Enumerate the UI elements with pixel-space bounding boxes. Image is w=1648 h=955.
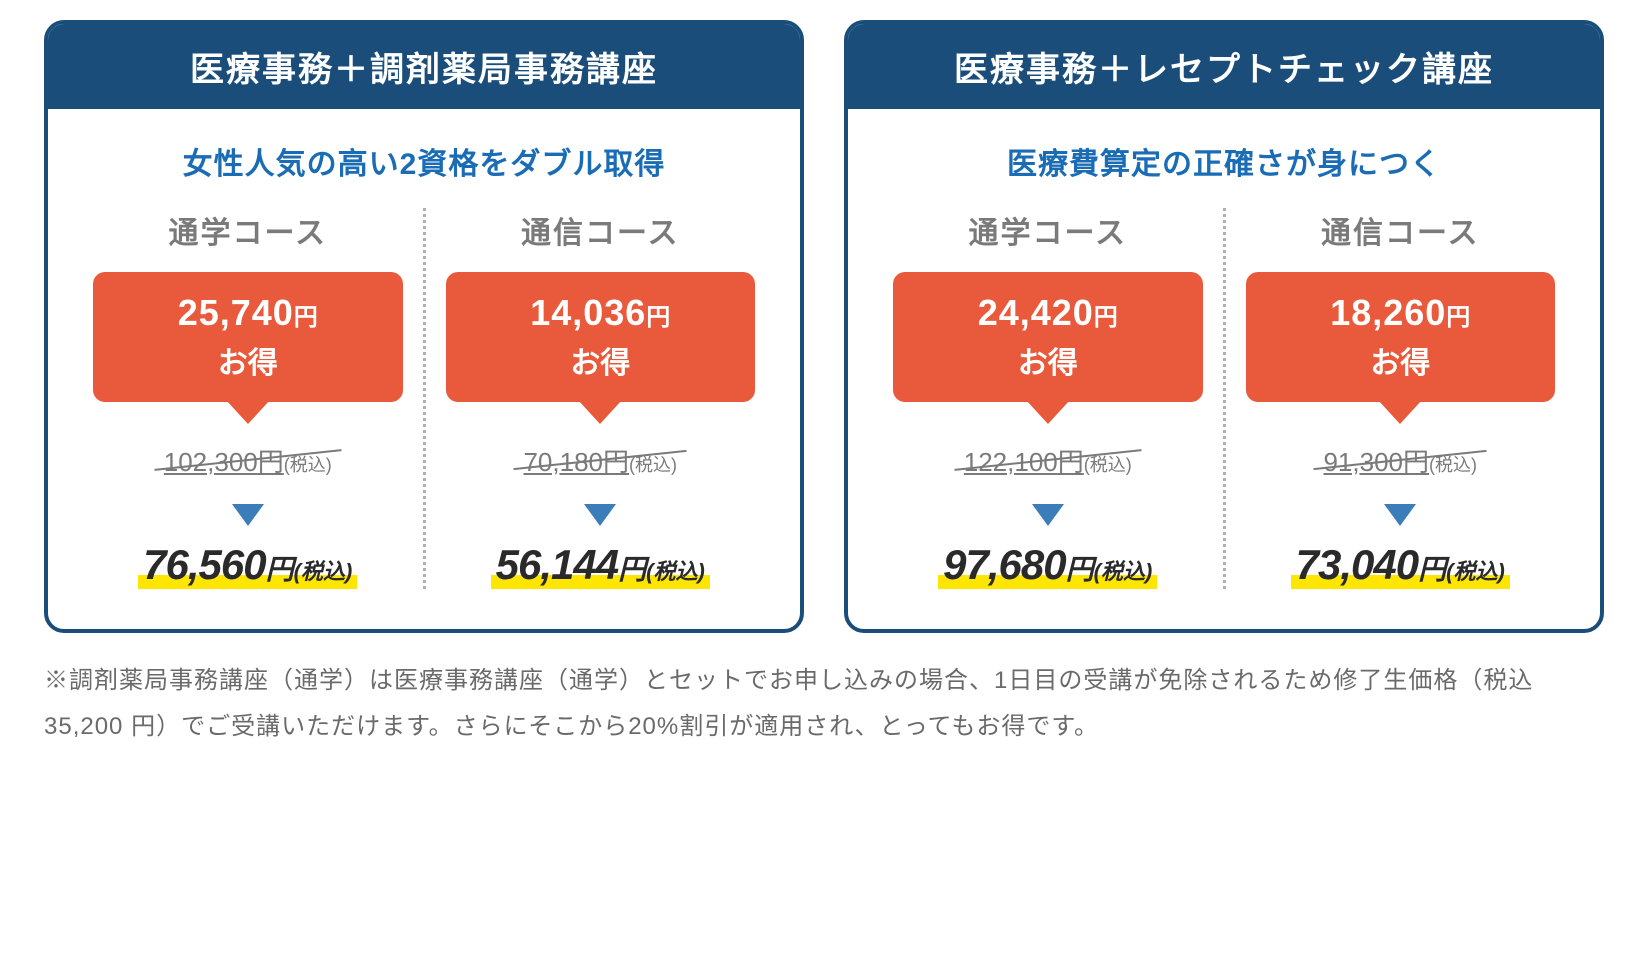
arrow-down-icon <box>584 504 616 526</box>
course-correspondence: 通信コース 14,036円 お得 70,180円(税込) 56,144円(税込) <box>431 208 771 589</box>
new-price-value: 97,680 <box>943 541 1065 588</box>
discount-yen: 円 <box>1094 304 1118 331</box>
old-price-value: 102,300 <box>164 447 258 477</box>
new-price-tax: (税込) <box>1094 559 1153 584</box>
discount-badge: 14,036円 お得 <box>446 272 756 402</box>
discount-otoku: お得 <box>1256 338 1546 382</box>
new-price-yen: 円 <box>618 554 646 585</box>
old-price: 122,100円(税込) <box>964 442 1132 479</box>
course-label: 通学コース <box>893 208 1203 252</box>
pricing-card-pharmacy: 医療事務＋調剤薬局事務講座 女性人気の高い2資格をダブル取得 通学コース 25,… <box>44 20 804 633</box>
new-price-yen: 円 <box>1066 554 1094 585</box>
courses-row: 通学コース 25,740円 お得 102,300円(税込) 76,560円(税込… <box>78 208 770 589</box>
card-subtitle: 女性人気の高い2資格をダブル取得 <box>78 139 770 183</box>
arrow-down-icon <box>1384 504 1416 526</box>
old-price-value: 70,180 <box>523 447 603 477</box>
old-price: 70,180円(税込) <box>523 442 677 479</box>
discount-badge: 24,420円 お得 <box>893 272 1203 402</box>
discount-yen: 円 <box>294 304 318 331</box>
old-price-yen: 円 <box>1403 447 1429 477</box>
discount-badge: 25,740円 お得 <box>93 272 403 402</box>
new-price-value: 76,560 <box>143 541 265 588</box>
discount-yen: 円 <box>646 304 670 331</box>
card-header: 医療事務＋調剤薬局事務講座 <box>48 24 800 109</box>
card-subtitle: 医療費算定の正確さが身につく <box>878 139 1570 183</box>
old-price-yen: 円 <box>258 447 284 477</box>
card-body: 医療費算定の正確さが身につく 通学コース 24,420円 お得 122,100円… <box>848 109 1600 629</box>
new-price: 73,040円(税込) <box>1296 541 1505 589</box>
footnote-text: ※調剤薬局事務講座（通学）は医療事務講座（通学）とセットでお申し込みの場合、1日… <box>44 658 1604 749</box>
old-price: 102,300円(税込) <box>164 442 332 479</box>
old-price-value: 122,100 <box>964 447 1058 477</box>
arrow-down-icon <box>232 504 264 526</box>
card-body: 女性人気の高い2資格をダブル取得 通学コース 25,740円 お得 102,30… <box>48 109 800 629</box>
course-label: 通信コース <box>446 208 756 252</box>
course-correspondence: 通信コース 18,260円 お得 91,300円(税込) 73,040円(税込) <box>1231 208 1571 589</box>
arrow-down-icon <box>1032 504 1064 526</box>
discount-otoku: お得 <box>456 338 746 382</box>
discount-badge: 18,260円 お得 <box>1246 272 1556 402</box>
card-header: 医療事務＋レセプトチェック講座 <box>848 24 1600 109</box>
pricing-container: 医療事務＋調剤薬局事務講座 女性人気の高い2資格をダブル取得 通学コース 25,… <box>24 20 1624 633</box>
new-price-yen: 円 <box>1418 554 1446 585</box>
old-price-yen: 円 <box>603 447 629 477</box>
new-price-tax: (税込) <box>646 559 705 584</box>
discount-otoku: お得 <box>903 338 1193 382</box>
new-price-yen: 円 <box>266 554 294 585</box>
discount-amount: 25,740 <box>178 292 294 333</box>
new-price: 76,560円(税込) <box>143 541 352 589</box>
old-price-yen: 円 <box>1058 447 1084 477</box>
new-price-value: 73,040 <box>1296 541 1418 588</box>
course-divider <box>423 208 426 589</box>
course-divider <box>1223 208 1226 589</box>
course-label: 通学コース <box>93 208 403 252</box>
old-price-value: 91,300 <box>1323 447 1403 477</box>
discount-yen: 円 <box>1446 304 1470 331</box>
new-price: 97,680円(税込) <box>943 541 1152 589</box>
old-price-tax: (税込) <box>629 455 677 475</box>
old-price-tax: (税込) <box>1084 455 1132 475</box>
course-label: 通信コース <box>1246 208 1556 252</box>
discount-otoku: お得 <box>103 338 393 382</box>
course-classroom: 通学コース 25,740円 お得 102,300円(税込) 76,560円(税込… <box>78 208 418 589</box>
old-price: 91,300円(税込) <box>1323 442 1477 479</box>
courses-row: 通学コース 24,420円 お得 122,100円(税込) 97,680円(税込… <box>878 208 1570 589</box>
course-classroom: 通学コース 24,420円 お得 122,100円(税込) 97,680円(税込… <box>878 208 1218 589</box>
discount-amount: 24,420 <box>978 292 1094 333</box>
discount-amount: 14,036 <box>530 292 646 333</box>
old-price-tax: (税込) <box>284 455 332 475</box>
new-price: 56,144円(税込) <box>496 541 705 589</box>
new-price-tax: (税込) <box>294 559 353 584</box>
new-price-tax: (税込) <box>1446 559 1505 584</box>
pricing-card-receipt: 医療事務＋レセプトチェック講座 医療費算定の正確さが身につく 通学コース 24,… <box>844 20 1604 633</box>
old-price-tax: (税込) <box>1429 455 1477 475</box>
discount-amount: 18,260 <box>1330 292 1446 333</box>
new-price-value: 56,144 <box>496 541 618 588</box>
